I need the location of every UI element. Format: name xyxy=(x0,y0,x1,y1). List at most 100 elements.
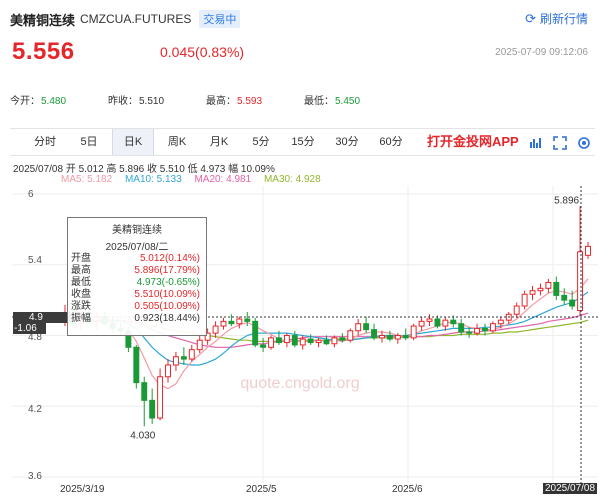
candle-body xyxy=(252,320,259,346)
gear-icon[interactable] xyxy=(576,130,592,154)
candle-body xyxy=(141,382,148,401)
candle xyxy=(402,328,409,341)
stat-high: 最高：5.593 xyxy=(206,92,262,107)
candle xyxy=(577,206,584,316)
candle-body xyxy=(402,335,409,339)
candle xyxy=(386,330,393,342)
tab-30min[interactable]: 30分 xyxy=(335,136,359,148)
candle xyxy=(347,328,354,343)
candle-body xyxy=(434,318,441,327)
candle xyxy=(497,316,504,329)
candle-body xyxy=(386,335,393,340)
tab-15min[interactable]: 15分 xyxy=(291,136,315,148)
candle-body xyxy=(165,364,171,378)
candle-body xyxy=(260,344,267,348)
candle-body xyxy=(212,325,219,334)
candle xyxy=(188,344,195,362)
tooltip-title: 美精铜连续 xyxy=(112,225,162,236)
indicator-icon[interactable] xyxy=(528,130,544,154)
candle-body xyxy=(553,281,560,296)
stat-high-value: 5.593 xyxy=(237,96,263,107)
candle-body xyxy=(450,319,457,325)
candle-body xyxy=(489,323,496,332)
fullscreen-icon[interactable] xyxy=(552,130,568,154)
candle-body xyxy=(569,299,576,307)
candle xyxy=(339,333,346,343)
candle xyxy=(537,283,544,296)
candle xyxy=(371,323,378,341)
ma30-value: MA30: 4.928 xyxy=(263,174,321,185)
refresh-button[interactable]: ⟳ 刷新行情 xyxy=(525,10,588,27)
y-tick-4-2: 4.2 xyxy=(28,404,42,415)
candle-body xyxy=(307,338,314,344)
candle-body xyxy=(299,338,306,346)
tab-weekly-k[interactable]: 周K xyxy=(167,136,187,148)
quote-header: 美精铜连续 CMZCUA.FUTURES 交易中 ⟳ 刷新行情 5.556 0.… xyxy=(0,0,600,120)
last-price: 5.556 xyxy=(12,38,75,65)
candle xyxy=(291,330,298,348)
candle xyxy=(505,311,512,324)
tab-5min[interactable]: 5分 xyxy=(252,136,270,148)
candle-body xyxy=(426,318,433,322)
candle-body xyxy=(537,287,544,292)
candle-body xyxy=(482,327,488,332)
title-row: 美精铜连续 CMZCUA.FUTURES 交易中 xyxy=(10,10,241,28)
refresh-label: 刷新行情 xyxy=(539,12,588,26)
tab-monthly-k[interactable]: 月K xyxy=(209,136,229,148)
candle xyxy=(585,241,591,259)
tooltip-key: 收盘 xyxy=(71,289,91,300)
candle-body xyxy=(363,323,370,331)
candle xyxy=(244,311,251,327)
candle xyxy=(220,317,227,330)
x-tick-crosshair-date: 2025/07/08 xyxy=(543,483,598,494)
x-tick-may: 2025/5 xyxy=(246,484,277,495)
stat-open: 今开：5.480 xyxy=(10,92,66,107)
candle xyxy=(283,333,290,348)
candle-body xyxy=(521,293,528,307)
stat-low-label: 最低： xyxy=(304,96,334,107)
candle xyxy=(172,352,179,371)
tab-daily-k[interactable]: 日K xyxy=(112,129,154,155)
candle-body xyxy=(394,335,401,340)
candle xyxy=(410,323,417,341)
tooltip-row-change: 涨跌 0.505(10.09%) xyxy=(68,301,206,313)
candle-body xyxy=(133,346,140,384)
tab-5day[interactable]: 5日 xyxy=(80,136,98,148)
candle xyxy=(157,368,164,421)
candle xyxy=(260,337,267,353)
candle xyxy=(418,316,425,331)
candle-body xyxy=(157,376,164,419)
candle-body xyxy=(228,320,235,325)
ma-legend: MA5: 5.182 MA10: 5.133 MA20: 4.981 MA30:… xyxy=(61,174,331,185)
x-tick-june: 2025/6 xyxy=(392,484,423,495)
tooltip-row-open: 开盘 5.012(0.14%) xyxy=(68,253,206,265)
tooltip-value: 5.896(17.79%) xyxy=(134,265,200,276)
candle xyxy=(434,315,441,329)
tooltip-row-close: 收盘 5.510(10.09%) xyxy=(68,289,206,301)
candle-body xyxy=(275,337,282,344)
candle-body xyxy=(410,325,417,339)
candle-body xyxy=(371,329,378,339)
stat-open-label: 今开： xyxy=(10,96,40,107)
tooltip-value: 0.505(10.09%) xyxy=(134,301,200,312)
tab-intraday[interactable]: 分时 xyxy=(34,136,56,148)
tab-60min[interactable]: 60分 xyxy=(379,136,403,148)
candle-body xyxy=(323,339,330,345)
candle xyxy=(379,330,385,343)
crosshair-y-price: 4.9 xyxy=(29,312,43,323)
candle xyxy=(133,344,140,389)
open-app-link[interactable]: 打开金投网APP xyxy=(427,134,519,149)
candle-body xyxy=(331,337,338,345)
candle xyxy=(228,314,235,327)
instrument-name: 美精铜连续 xyxy=(10,12,76,28)
candle-body xyxy=(458,323,465,333)
stat-open-value: 5.480 xyxy=(41,96,67,107)
candle xyxy=(141,376,148,427)
max-label: 5.896 xyxy=(554,195,579,206)
tooltip-key: 开盘 xyxy=(71,253,91,264)
candle xyxy=(196,335,203,354)
candle-body xyxy=(244,318,251,322)
candle xyxy=(553,276,560,301)
candle xyxy=(521,290,528,310)
candle-body xyxy=(529,290,536,295)
